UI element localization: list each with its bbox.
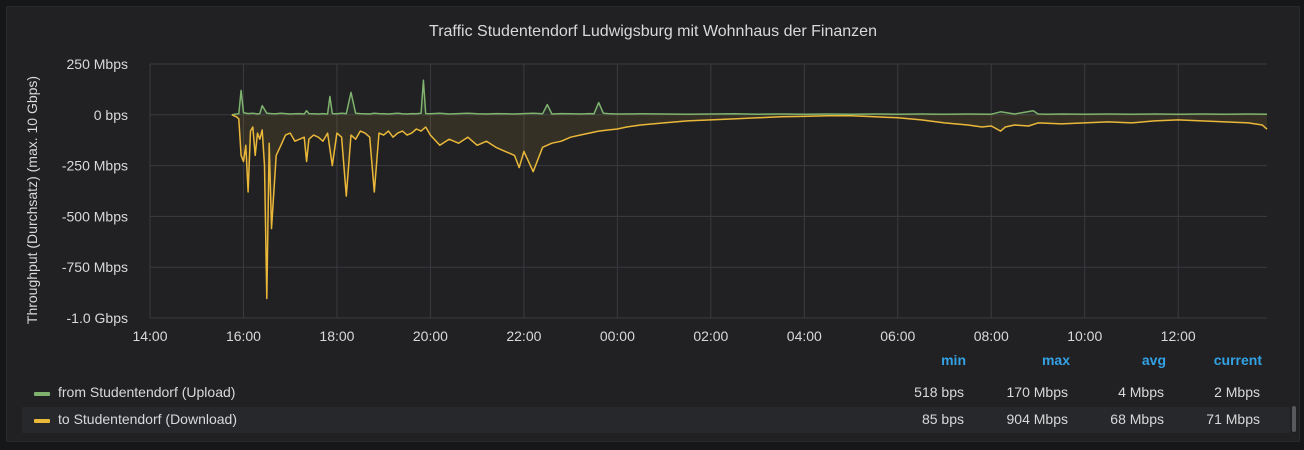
legend-avg-download: 68 Mbps (1110, 411, 1164, 427)
legend-avg-upload: 4 Mbps (1118, 384, 1164, 400)
legend-header-max[interactable]: max (1041, 352, 1070, 368)
y-tick-label: -1.0 Gbps (67, 310, 128, 326)
series-area-download (231, 114, 1267, 299)
y-axis: 250 Mbps 0 bps -250 Mbps -500 Mbps -750 Mbps… (62, 56, 128, 326)
x-axis: 14:00 16:00 18:00 20:00 22:00 00:00 02:00 04:00… (132, 328, 1195, 344)
y-tick-label: -250 Mbps (62, 158, 128, 174)
legend-header-current[interactable]: current (1213, 352, 1262, 368)
legend-max-download: 904 Mbps (1006, 411, 1068, 427)
x-tick-label: 14:00 (132, 328, 167, 344)
x-tick-label: 12:00 (1161, 328, 1196, 344)
y-tick-label: 0 bps (94, 107, 128, 123)
legend-swatch-download[interactable] (34, 419, 50, 423)
legend-min-download: 85 bps (921, 411, 964, 427)
legend-label-download[interactable]: to Studentendorf (Download) (58, 411, 237, 427)
traffic-chart[interactable]: 250 Mbps 0 bps -250 Mbps -500 Mbps -750 Mbps… (0, 0, 1304, 350)
y-axis-label: Throughput (Durchsatz) (max. 10 Gbps) (24, 76, 40, 324)
x-tick-label: 22:00 (506, 328, 541, 344)
series-line-upload[interactable] (231, 79, 1268, 116)
legend-scrollbar[interactable] (1292, 406, 1296, 432)
chart-grid (149, 63, 1267, 319)
legend-current-download: 71 Mbps (1206, 411, 1260, 427)
legend-row-upload[interactable]: from Studentendorf (Upload) 518 bps 170 … (22, 380, 1290, 406)
x-tick-label: 20:00 (413, 328, 448, 344)
legend-current-upload: 2 Mbps (1214, 384, 1260, 400)
x-tick-label: 10:00 (1067, 328, 1102, 344)
legend-label-upload[interactable]: from Studentendorf (Upload) (58, 384, 236, 400)
y-tick-label: 250 Mbps (67, 56, 128, 72)
legend-min-upload: 518 bps (914, 384, 964, 400)
y-tick-label: -750 Mbps (62, 259, 128, 275)
series-line-download[interactable] (231, 114, 1268, 300)
legend-row-download[interactable]: to Studentendorf (Download) 85 bps 904 M… (22, 407, 1290, 433)
x-tick-label: 06:00 (880, 328, 915, 344)
legend-max-upload: 170 Mbps (1006, 384, 1068, 400)
panel-title[interactable]: Traffic Studentendorf Ludwigsburg mit Wo… (429, 23, 877, 40)
y-tick-label: -500 Mbps (62, 208, 128, 224)
x-tick-label: 04:00 (787, 328, 822, 344)
legend-header-avg[interactable]: avg (1141, 352, 1166, 368)
series-area-upload (231, 80, 1267, 115)
x-tick-label: 02:00 (693, 328, 728, 344)
chart-series (231, 79, 1268, 300)
legend-header-min[interactable]: min (941, 352, 966, 368)
x-tick-label: 00:00 (600, 328, 635, 344)
x-tick-label: 16:00 (226, 328, 261, 344)
x-tick-label: 08:00 (974, 328, 1009, 344)
legend-swatch-upload[interactable] (34, 392, 50, 396)
x-tick-label: 18:00 (319, 328, 354, 344)
